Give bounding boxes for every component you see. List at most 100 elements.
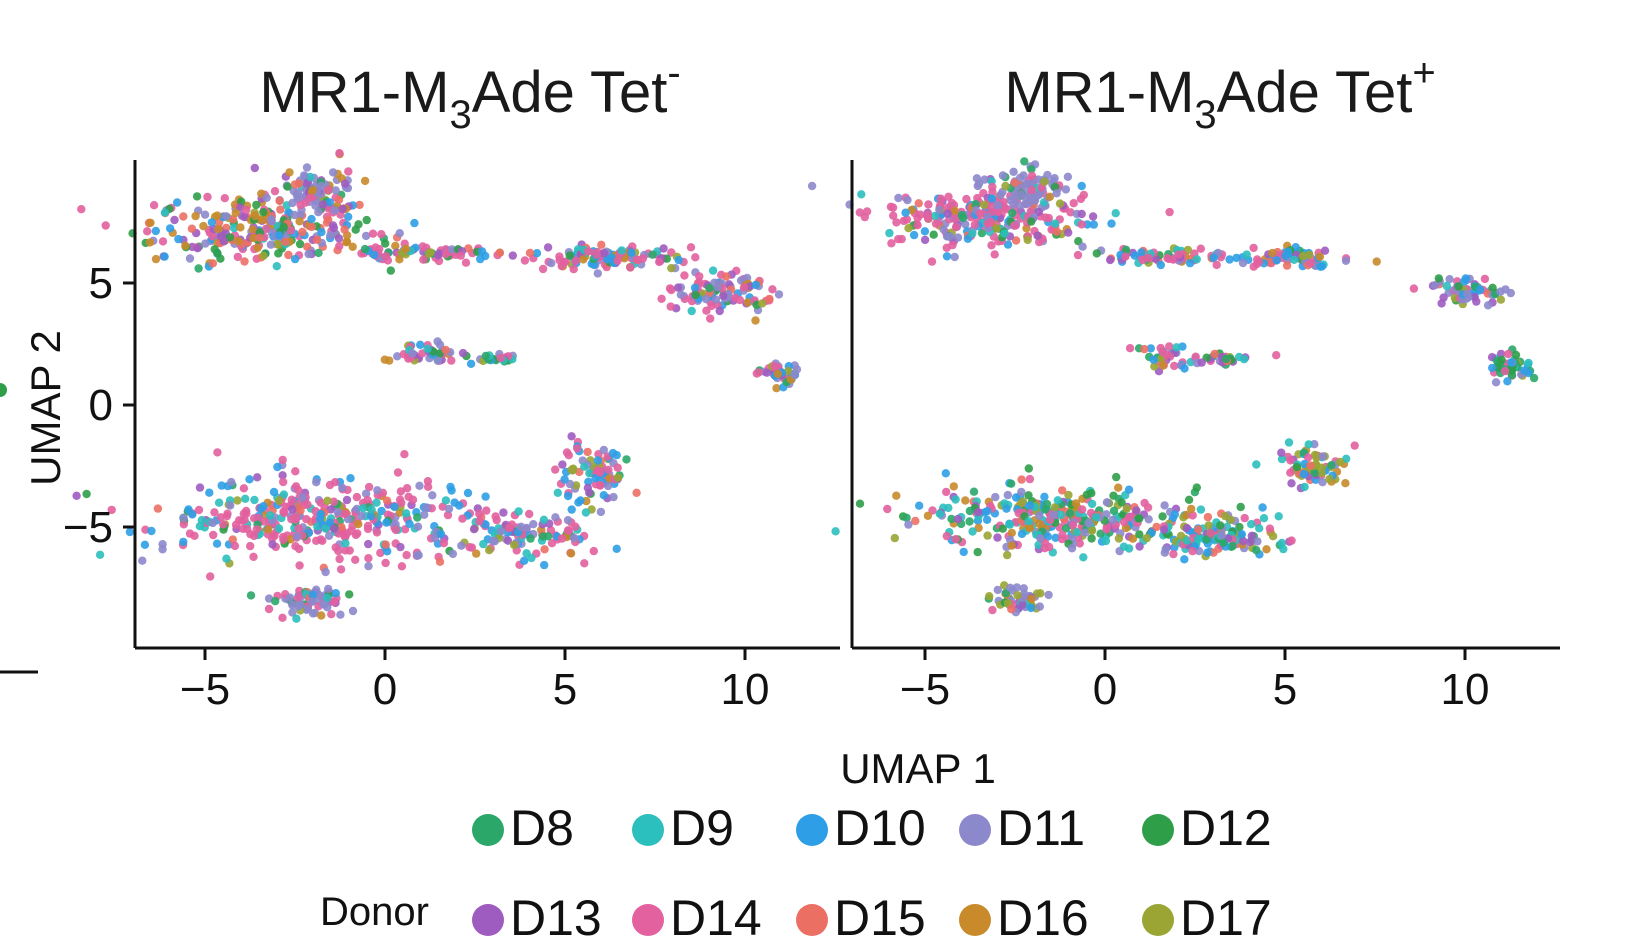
data-point [1454, 282, 1463, 291]
data-point [321, 524, 330, 533]
data-point [1170, 361, 1179, 371]
data-point [1236, 502, 1245, 512]
data-point [1158, 512, 1167, 521]
data-point [151, 226, 160, 236]
data-point [1279, 544, 1288, 554]
data-point [1112, 472, 1121, 482]
data-point [899, 216, 908, 226]
data-point [1483, 301, 1493, 310]
data-point [380, 355, 389, 364]
data-point [968, 229, 977, 238]
data-point [526, 534, 535, 543]
data-point [413, 513, 422, 522]
data-point [1303, 453, 1313, 462]
data-point [711, 295, 721, 304]
data-point [1156, 354, 1166, 364]
data-point [143, 227, 152, 236]
data-point [160, 208, 170, 217]
data-point [603, 481, 613, 491]
data-point [316, 509, 325, 519]
data-point [342, 238, 351, 247]
data-point [237, 197, 246, 206]
data-point [1305, 250, 1314, 259]
data-point [1077, 181, 1086, 191]
data-point [596, 481, 605, 490]
data-point [283, 182, 292, 191]
data-point [1287, 536, 1296, 545]
data-point [188, 510, 197, 519]
data-point [229, 215, 238, 224]
data-point [1079, 553, 1088, 562]
data-point [1087, 534, 1096, 543]
data-point [1165, 342, 1174, 351]
data-point [927, 257, 937, 266]
data-point [1003, 550, 1012, 560]
data-point [278, 613, 287, 622]
legend-swatch [796, 814, 828, 846]
data-point [266, 511, 275, 520]
legend-item-d14: D14 [632, 890, 762, 946]
data-point [160, 252, 169, 261]
data-point [924, 200, 933, 209]
data-point [1026, 603, 1036, 613]
data-point [1210, 349, 1219, 359]
data-point [920, 235, 930, 245]
data-point [942, 531, 951, 541]
data-point [1009, 167, 1018, 176]
data-point [329, 223, 339, 233]
data-point [240, 212, 249, 222]
legend-swatch [1142, 904, 1174, 936]
data-point [1132, 506, 1141, 515]
y-tick-label: 5 [89, 259, 113, 308]
data-point [1027, 171, 1037, 180]
data-point [341, 546, 350, 555]
data-point [458, 348, 468, 358]
data-point [551, 465, 560, 474]
data-point [913, 221, 922, 230]
data-point [1032, 589, 1042, 598]
data-point [589, 546, 598, 556]
data-point [1114, 483, 1123, 492]
data-point [1135, 530, 1144, 539]
data-point [295, 561, 304, 570]
legend-label: D9 [670, 800, 734, 856]
data-point [205, 488, 214, 497]
data-points [72, 149, 802, 623]
data-point [107, 505, 116, 515]
data-point [975, 209, 985, 218]
data-point [909, 230, 919, 240]
data-point [1182, 510, 1191, 520]
data-point [993, 201, 1002, 210]
data-point [569, 265, 578, 274]
data-point [1124, 485, 1134, 494]
x-tick-label: −5 [180, 665, 230, 714]
data-point [903, 195, 912, 205]
data-point [993, 533, 1002, 542]
data-point [1035, 602, 1045, 611]
data-point [430, 534, 440, 543]
data-point [391, 525, 400, 535]
data-point [1238, 258, 1248, 268]
data-point [1023, 235, 1032, 245]
data-point [101, 221, 110, 230]
data-point [1146, 344, 1156, 353]
data-point [1137, 248, 1146, 257]
data-point [520, 256, 530, 265]
data-point [1108, 515, 1117, 525]
data-point [226, 501, 235, 510]
data-point [765, 294, 774, 304]
data-point [585, 469, 594, 478]
data-point [233, 496, 242, 505]
data-point [584, 477, 593, 486]
data-point [1434, 274, 1444, 283]
data-point [1158, 347, 1167, 357]
data-point [1067, 544, 1077, 553]
data-point [266, 240, 276, 249]
data-point [1064, 228, 1073, 237]
data-point [402, 550, 411, 560]
data-point [408, 349, 417, 358]
data-point [1117, 498, 1126, 507]
data-point [807, 181, 817, 191]
data-point [680, 271, 689, 280]
